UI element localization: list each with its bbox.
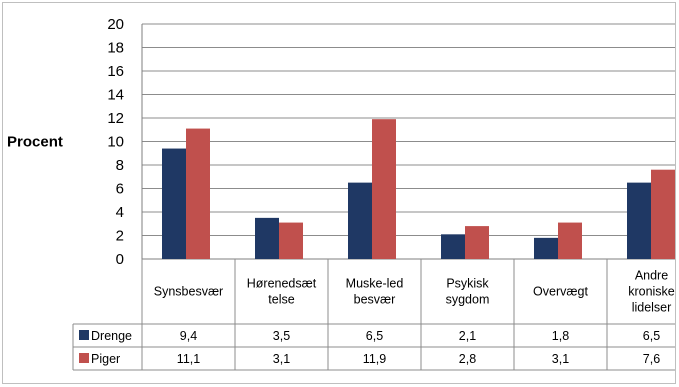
bar-piger-0 (186, 128, 210, 259)
data-label: 1,8 (552, 329, 569, 343)
category-label: telse (268, 293, 294, 307)
bar-drenge-5 (627, 182, 651, 259)
bar-piger-1 (279, 222, 303, 259)
series-name: Drenge (91, 329, 132, 343)
category-label: besvær (354, 293, 396, 307)
bar-piger-2 (372, 119, 396, 259)
series-name: Piger (91, 352, 120, 366)
category-label: Overvægt (533, 285, 588, 299)
y-tick-label: 18 (107, 40, 124, 57)
bar-piger-5 (651, 169, 675, 259)
y-tick-label: 10 (107, 134, 124, 151)
bar-drenge-1 (255, 217, 279, 259)
y-tick-label: 12 (107, 110, 124, 127)
chart-frame: 0 2 4 6 8 10 12 14 16 18 20 Procent Synsbesvær Hørene… (2, 2, 676, 384)
bar-drenge-0 (162, 148, 186, 259)
data-label: 2,1 (459, 329, 476, 343)
data-label: 3,5 (273, 329, 290, 343)
bar-drenge-2 (348, 182, 372, 259)
data-label: 11,9 (363, 352, 386, 366)
bar-chart: 0 2 4 6 8 10 12 14 16 18 20 Procent Synsbesvær Hørene… (7, 16, 675, 371)
data-label: 3,1 (552, 352, 569, 366)
bar-drenge-3 (441, 234, 465, 259)
y-tick-label: 0 (116, 251, 124, 268)
data-label: 11,1 (177, 352, 200, 366)
y-tick-label: 8 (116, 157, 124, 174)
bar-piger-3 (465, 226, 489, 259)
data-label: 7,6 (643, 352, 660, 366)
category-label: Psykisk (446, 277, 489, 291)
category-label: Andre (635, 269, 668, 283)
bar-drenge-4 (534, 237, 558, 259)
y-tick-label: 2 (116, 228, 124, 245)
category-label: Hørenedsæt (247, 277, 317, 291)
y-tick-label: 4 (116, 204, 124, 221)
bar-piger-4 (558, 222, 582, 259)
data-label: 6,5 (366, 329, 383, 343)
data-label: 9,4 (180, 329, 197, 343)
y-tick-label: 6 (116, 181, 124, 198)
category-label: sygdom (446, 293, 490, 307)
data-label: 6,5 (643, 329, 660, 343)
category-label: kroniske (628, 285, 675, 299)
category-label: Synsbesvær (154, 285, 223, 299)
category-label: Muske-led (346, 277, 404, 291)
data-label: 3,1 (273, 352, 290, 366)
legend-key-drenge (79, 330, 89, 340)
y-axis-label: Procent (7, 134, 63, 151)
data-label: 2,8 (459, 352, 476, 366)
category-label: lidelser (632, 301, 672, 315)
y-tick-label: 16 (107, 63, 124, 80)
y-tick-label: 14 (107, 87, 124, 104)
legend-key-piger (79, 353, 89, 363)
y-tick-label: 20 (107, 16, 124, 33)
